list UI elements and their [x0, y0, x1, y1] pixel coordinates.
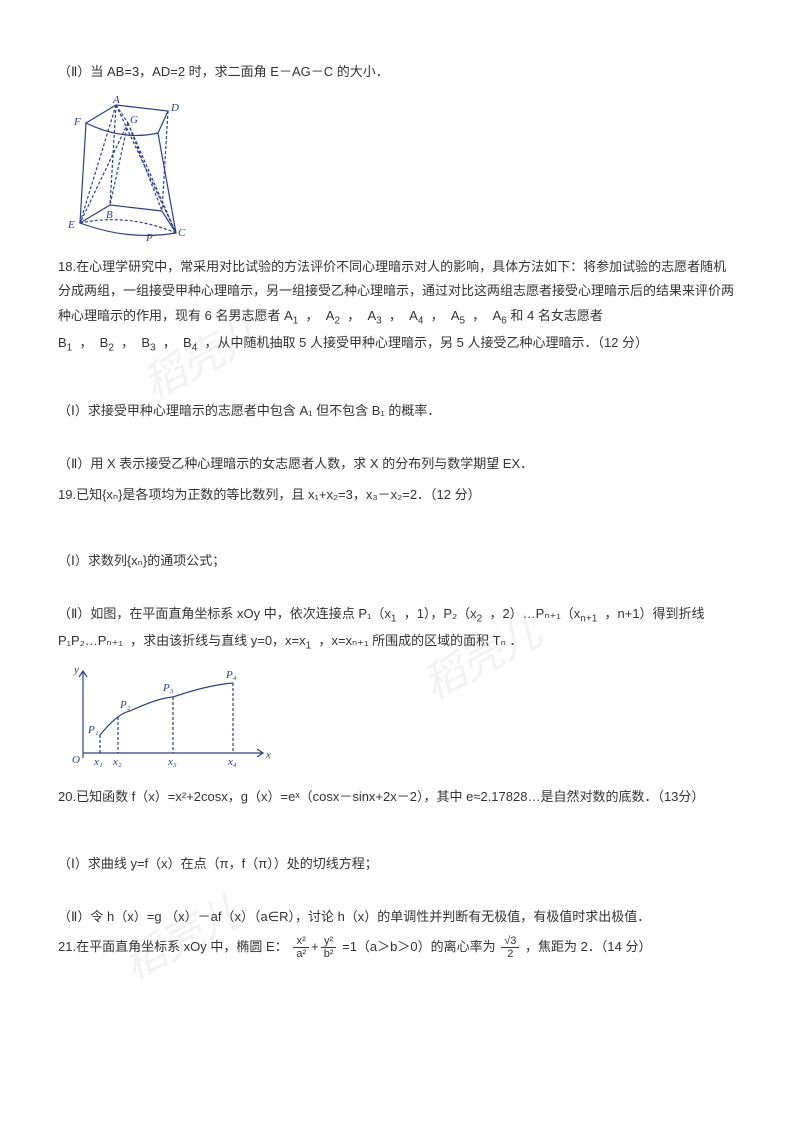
- frac-sqrt3-2: √32: [501, 935, 519, 960]
- svg-text:P₄: P₄: [225, 669, 237, 681]
- svg-text:x₄: x₄: [227, 756, 237, 768]
- fig1-label-A: A: [112, 94, 120, 106]
- svg-text:P₁: P₁: [87, 724, 99, 736]
- svg-text:x₁: x₁: [93, 756, 103, 768]
- q18-tail: ，从中随机抽取 5 人接受甲种心理暗示，另 5 人接受乙种心理暗示．（12 分）: [205, 335, 648, 350]
- figure-polyline: y x O P₁ P₂ P₃ P₄ x₁ x₂ x₃ x₄: [58, 663, 736, 773]
- q19-p1: （Ⅰ）求数列{xₙ}的通项公式；: [58, 549, 736, 574]
- svg-text:O: O: [72, 754, 80, 766]
- q18-p1: （Ⅰ）求接受甲种心理暗示的志愿者中包含 A₁ 但不包含 B₁ 的概率．: [58, 399, 736, 424]
- q21-lead: 21.在平面直角坐标系 xOy 中，椭圆 E： x²a²+y²b² =1（a＞b…: [58, 935, 736, 960]
- sub-a1: 1: [293, 316, 299, 327]
- fig1-label-B: B: [106, 209, 113, 221]
- svg-text:P₂: P₂: [119, 699, 131, 711]
- frac-y2b2: y²b²: [321, 935, 337, 960]
- figure-prism: A D F G E B P C: [58, 93, 736, 243]
- svg-text:P₃: P₃: [162, 682, 174, 694]
- q18-text: 18.在心理学研究中，常采用对比试验的方法评价不同心理暗示对人的影响，具体方法如…: [58, 255, 736, 358]
- q18-lead: 18.在心理学研究中，常采用对比试验的方法评价不同心理暗示对人的影响，具体方法如…: [58, 259, 734, 323]
- svg-text:y: y: [73, 664, 79, 676]
- q20-p1: （Ⅰ）求曲线 y=f（x）在点（π，f（π））处的切线方程；: [58, 852, 736, 877]
- svg-text:x: x: [265, 749, 271, 761]
- q17-part2-text: （Ⅱ）当 AB=3，AD=2 时，求二面角 E－AG－C 的大小．: [58, 60, 736, 85]
- svg-text:x₂: x₂: [112, 756, 122, 768]
- frac-x2a2: x²a²: [293, 935, 309, 960]
- fig1-label-C: C: [178, 227, 186, 239]
- q18-p2: （Ⅱ）用 X 表示接受乙种心理暗示的女志愿者人数，求 X 的分布列与数学期望 E…: [58, 452, 736, 477]
- fig1-label-P: P: [145, 232, 153, 243]
- q20-lead: 20.已知函数 f（x）=x²+2cosx，g（x）=eˣ（cosx－sinx+…: [58, 785, 736, 810]
- q20-p2: （Ⅱ）令 h（x）=g （x）－af（x）（a∈R），讨论 h（x）的单调性并判…: [58, 905, 736, 930]
- fig1-label-F: F: [73, 116, 81, 128]
- fig1-label-D: D: [170, 102, 179, 114]
- q19-p2: （Ⅱ）如图，在平面直角坐标系 xOy 中，依次连接点 P₁（x1 ，1），P₂（…: [58, 602, 736, 655]
- fig1-label-G: G: [130, 114, 138, 126]
- fig1-label-E: E: [67, 219, 75, 231]
- svg-text:x₃: x₃: [167, 756, 177, 768]
- q19-lead: 19.已知{xₙ}是各项均为正数的等比数列，且 x₁+x₂=3，x₃－x₂=2．…: [58, 483, 736, 508]
